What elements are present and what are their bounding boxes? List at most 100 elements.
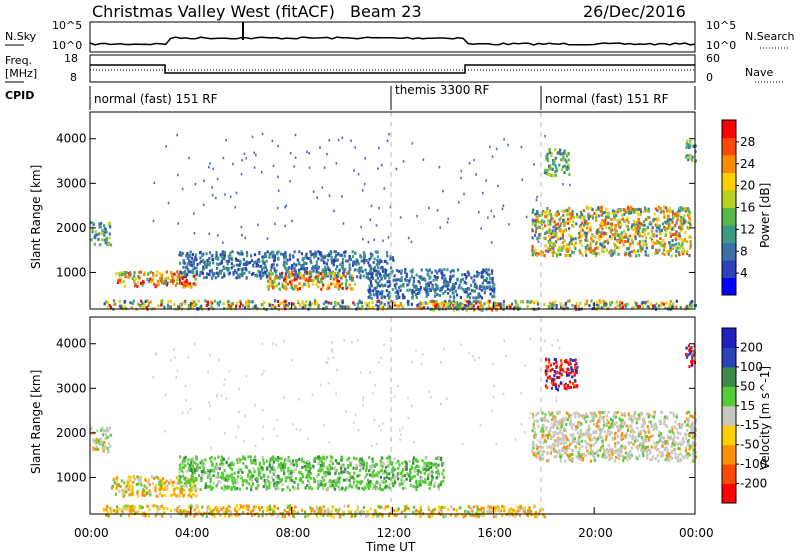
range-cell xyxy=(627,247,630,251)
range-cell xyxy=(90,427,93,431)
range-cell xyxy=(165,281,168,285)
range-cell xyxy=(426,272,429,276)
range-cell xyxy=(301,473,304,476)
range-cell xyxy=(270,284,273,288)
range-cell xyxy=(345,259,348,263)
range-cell xyxy=(465,290,468,294)
range-cell xyxy=(656,217,659,221)
range-cell xyxy=(469,306,472,310)
range-cell xyxy=(442,479,445,483)
range-cell xyxy=(235,191,238,195)
range-cell xyxy=(147,480,150,484)
range-cell xyxy=(446,287,449,291)
range-cell xyxy=(649,302,652,306)
range-cell xyxy=(347,504,350,508)
range-cell xyxy=(138,270,141,274)
range-cell xyxy=(133,284,137,288)
range-cell xyxy=(383,476,386,480)
range-cell xyxy=(328,254,331,258)
range-cell xyxy=(614,234,617,238)
range-cell xyxy=(371,460,374,464)
range-cell xyxy=(691,155,694,159)
range-cell xyxy=(379,258,382,262)
range-cell xyxy=(301,457,304,461)
range-cell xyxy=(149,277,152,281)
range-cell xyxy=(208,232,210,236)
range-cell xyxy=(325,305,328,309)
range-cell xyxy=(412,456,415,460)
range-cell xyxy=(348,263,351,267)
range-cell xyxy=(440,508,443,512)
range-cell xyxy=(224,193,226,196)
range-cell xyxy=(477,292,480,296)
range-cell xyxy=(476,274,479,278)
range-cell xyxy=(315,275,318,279)
range-cell xyxy=(288,504,291,508)
range-cell xyxy=(92,446,95,450)
range-cell xyxy=(178,470,181,474)
range-cell xyxy=(149,493,152,497)
range-cell xyxy=(550,249,553,253)
range-cell xyxy=(190,478,193,482)
range-cell xyxy=(644,239,647,243)
range-cell xyxy=(337,273,340,277)
range-cell xyxy=(239,302,243,306)
range-cell xyxy=(184,275,188,279)
range-cell xyxy=(369,507,372,511)
range-cell xyxy=(689,300,693,304)
range-cell xyxy=(189,504,192,508)
range-cell xyxy=(316,196,318,199)
range-cell xyxy=(327,268,330,272)
range-cell xyxy=(118,304,121,308)
range-cell xyxy=(551,302,554,306)
range-cell xyxy=(404,505,407,509)
range-cell xyxy=(383,187,386,190)
range-cell xyxy=(220,486,223,490)
range-cell xyxy=(242,267,245,271)
range-cell xyxy=(382,239,384,242)
range-cell xyxy=(178,277,181,281)
range-cell xyxy=(216,177,219,181)
range-cell xyxy=(289,306,292,310)
range-cell xyxy=(182,466,185,470)
range-cell xyxy=(427,281,430,285)
range-cell xyxy=(294,156,297,159)
range-cell xyxy=(256,263,259,267)
range-cell xyxy=(380,488,383,491)
range-cell xyxy=(181,469,184,473)
range-cell xyxy=(380,277,383,281)
range-cell xyxy=(449,270,452,274)
range-cell xyxy=(618,300,622,304)
range-cell xyxy=(369,252,373,256)
range-cell xyxy=(186,273,189,277)
range-cell xyxy=(266,250,269,254)
range-cell xyxy=(285,270,288,274)
freq-frame xyxy=(89,54,696,83)
range-cell xyxy=(349,287,353,291)
range-cell xyxy=(206,475,209,479)
range-cell xyxy=(218,467,221,471)
range-cell xyxy=(688,156,691,160)
range-cell xyxy=(538,225,541,229)
power-colorbar-label: Power [dB] xyxy=(758,183,772,248)
range-cell xyxy=(281,285,284,288)
range-cell xyxy=(140,281,143,285)
range-cell xyxy=(211,193,214,197)
range-cell xyxy=(482,268,485,272)
range-cell xyxy=(647,209,650,213)
range-cell xyxy=(160,484,163,488)
range-cell xyxy=(259,276,262,280)
range-cell xyxy=(337,252,340,256)
range-cell xyxy=(414,513,418,517)
range-cell xyxy=(435,457,438,460)
range-cell xyxy=(474,300,477,303)
range-cell xyxy=(463,280,466,284)
range-cell xyxy=(480,227,482,230)
range-cell xyxy=(427,515,430,519)
range-cell xyxy=(384,271,387,275)
range-cell xyxy=(565,166,568,170)
range-cell xyxy=(148,483,151,487)
range-cell xyxy=(245,504,248,508)
range-cell xyxy=(499,306,502,310)
range-cell xyxy=(439,458,442,462)
